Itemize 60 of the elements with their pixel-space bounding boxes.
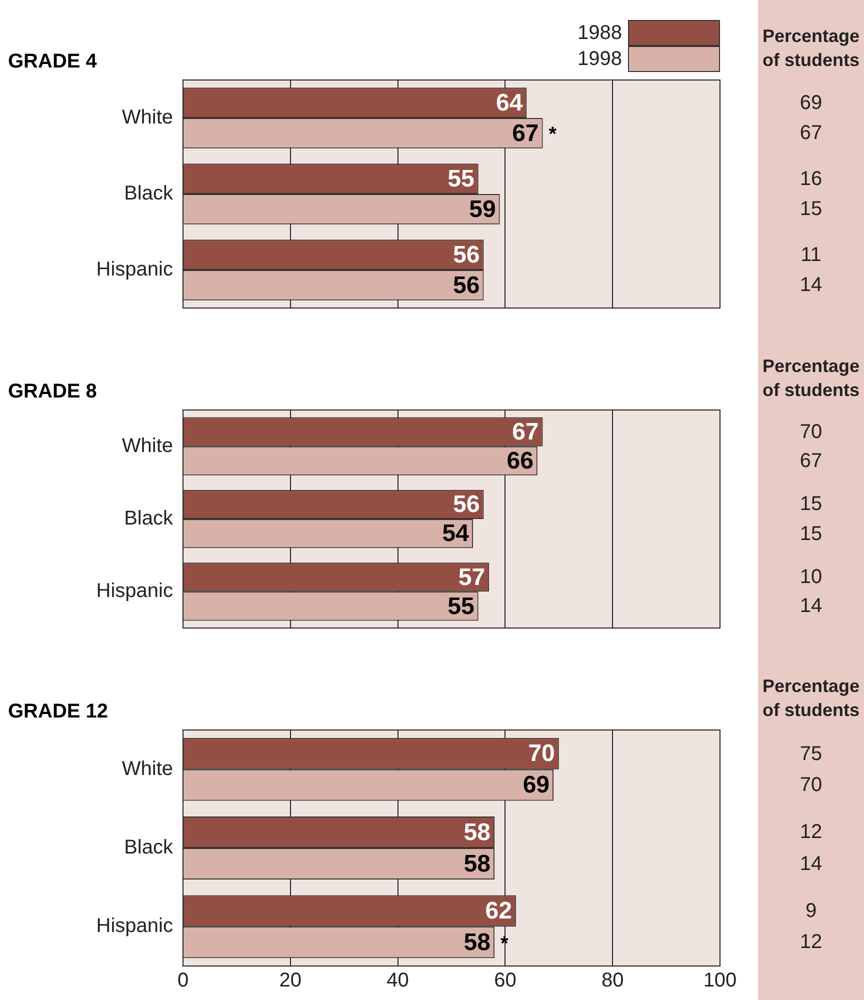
data-label: 57 bbox=[458, 564, 486, 591]
text: Percentage of students bbox=[761, 675, 861, 722]
y-tick-label: Hispanic bbox=[96, 915, 173, 938]
y-tick-label: Black bbox=[124, 836, 174, 859]
text: Percentage of students bbox=[761, 355, 861, 402]
x-tick-label: 0 bbox=[177, 970, 189, 992]
chart-title: GRADE 4 bbox=[8, 50, 98, 73]
legend-label: 1998 bbox=[578, 48, 622, 70]
text: 15 bbox=[798, 493, 824, 516]
x-tick-label: 40 bbox=[386, 970, 409, 992]
x-tick-label: 20 bbox=[279, 970, 302, 992]
y-tick-label: Hispanic bbox=[96, 580, 173, 602]
text: Percentage of students bbox=[761, 25, 861, 72]
text: 12 bbox=[798, 821, 824, 844]
data-label: 56 bbox=[453, 491, 480, 518]
text: 70 bbox=[798, 420, 824, 443]
x-tick-label: 60 bbox=[494, 970, 516, 992]
data-label: 67 bbox=[512, 120, 539, 147]
text: 67 bbox=[798, 450, 824, 472]
data-label: 66 bbox=[506, 447, 534, 474]
y-tick-label: White bbox=[122, 758, 173, 780]
data-label: 62 bbox=[485, 898, 512, 925]
data-label: 58 bbox=[464, 850, 490, 878]
data-label: 69 bbox=[522, 772, 550, 799]
y-tick-label: White bbox=[122, 434, 173, 457]
data-label: 67 bbox=[512, 418, 539, 446]
text: 14 bbox=[798, 274, 824, 296]
text: 14 bbox=[798, 595, 824, 618]
text: 69 bbox=[798, 92, 824, 114]
legend-label: 1988 bbox=[578, 22, 622, 44]
y-tick-label: White bbox=[122, 106, 173, 129]
text: 16 bbox=[798, 168, 824, 190]
chart-title: GRADE 8 bbox=[8, 380, 97, 403]
text: 10 bbox=[798, 566, 824, 588]
text: 14 bbox=[798, 852, 824, 875]
text: 15 bbox=[798, 198, 824, 220]
y-tick-label: Black bbox=[124, 182, 174, 205]
data-label: 56 bbox=[453, 241, 480, 268]
y-tick-label: Hispanic bbox=[96, 258, 173, 281]
y-tick-label: Black bbox=[124, 508, 174, 530]
data-label: 70 bbox=[528, 740, 555, 768]
text: 12 bbox=[798, 931, 824, 954]
annotation: * bbox=[548, 124, 557, 146]
data-label: 55 bbox=[448, 165, 474, 192]
text: 67 bbox=[798, 122, 824, 144]
data-label: 58 bbox=[464, 929, 490, 956]
data-label: 54 bbox=[442, 520, 470, 548]
text: 75 bbox=[798, 742, 824, 765]
x-tick-label: 100 bbox=[703, 970, 737, 992]
x-tick-label: 80 bbox=[601, 970, 624, 992]
text: 15 bbox=[798, 522, 824, 545]
chart-title: GRADE 12 bbox=[8, 700, 108, 723]
data-label: 64 bbox=[496, 89, 524, 116]
data-label: 58 bbox=[464, 818, 490, 846]
text: 9 bbox=[804, 900, 818, 922]
data-label: 59 bbox=[469, 196, 496, 223]
data-label: 56 bbox=[453, 272, 480, 299]
data-label: 55 bbox=[448, 592, 474, 620]
text: 11 bbox=[800, 244, 822, 266]
text: 70 bbox=[798, 774, 824, 796]
